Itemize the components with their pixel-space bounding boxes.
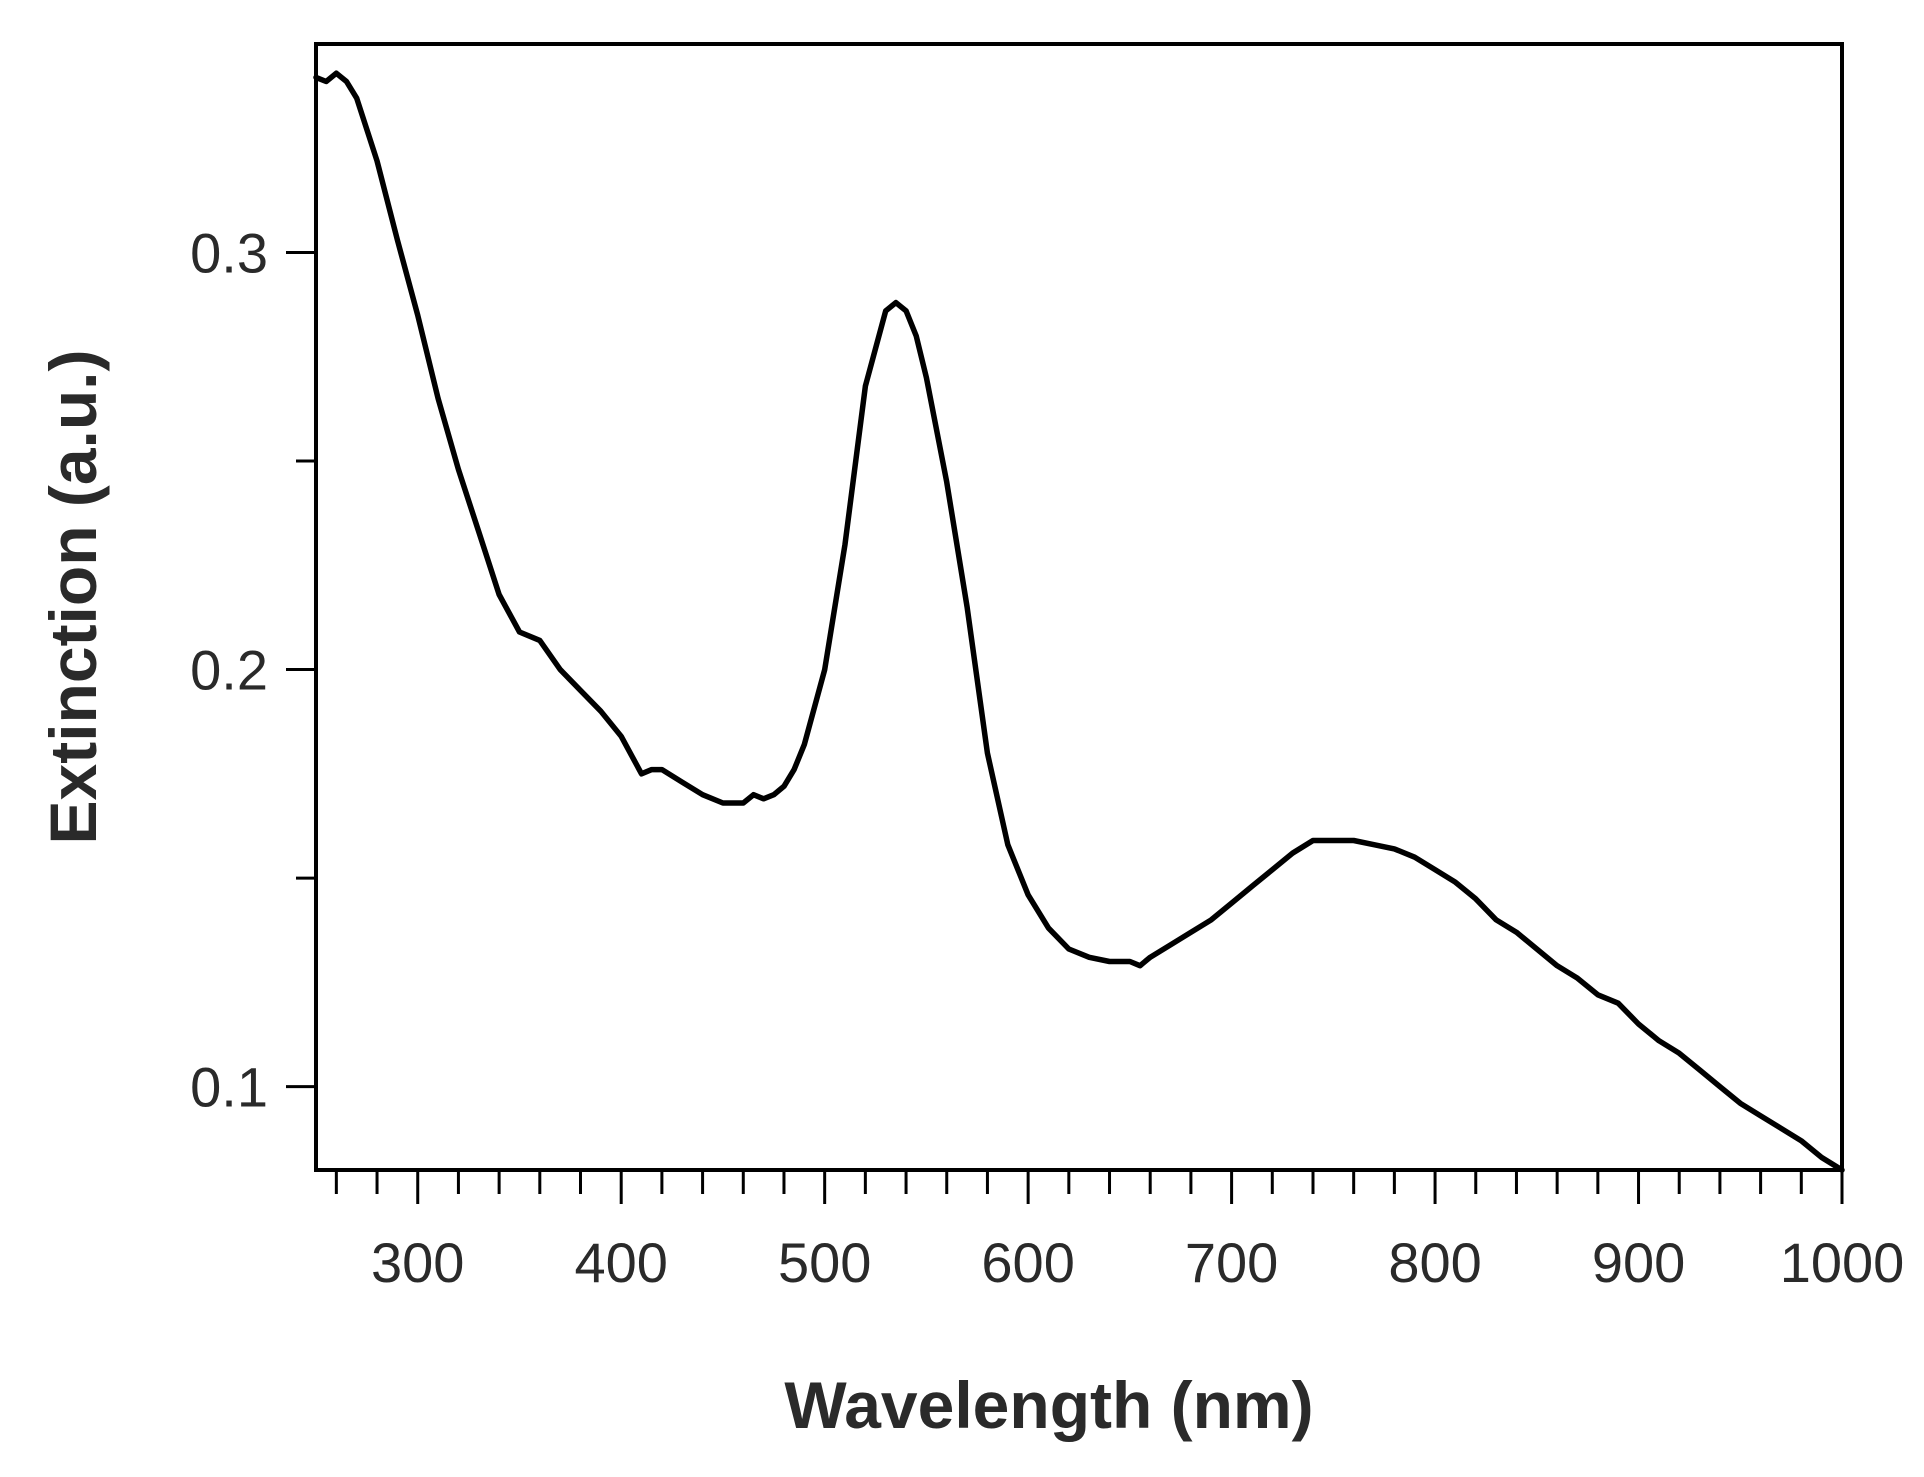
y-axis-ticks xyxy=(286,251,316,1089)
x-axis-title: Wavelength (nm) xyxy=(784,1368,1313,1442)
x-tick-label: 500 xyxy=(778,1231,871,1294)
y-tick-label: 0.3 xyxy=(190,222,268,285)
extinction-series-line xyxy=(313,70,1845,1173)
x-tick-label: 300 xyxy=(371,1231,464,1294)
x-tick-label: 900 xyxy=(1592,1231,1685,1294)
x-tick-label: 1000 xyxy=(1780,1231,1905,1294)
plot-frame xyxy=(314,42,1844,1172)
y-axis-title: Extinction (a.u.) xyxy=(36,350,110,845)
y-tick-label: 0.1 xyxy=(190,1056,268,1119)
x-axis-ticks xyxy=(334,1170,1844,1204)
x-tick-label: 400 xyxy=(574,1231,667,1294)
y-tick-label: 0.2 xyxy=(190,639,268,702)
x-tick-label: 600 xyxy=(981,1231,1074,1294)
x-axis-tick-labels: 300 400 500 600 700 800 900 1000 xyxy=(371,1231,1904,1294)
x-tick-label: 800 xyxy=(1388,1231,1481,1294)
x-tick-label: 700 xyxy=(1185,1231,1278,1294)
y-axis-tick-labels: 0.1 0.2 0.3 xyxy=(190,222,268,1119)
